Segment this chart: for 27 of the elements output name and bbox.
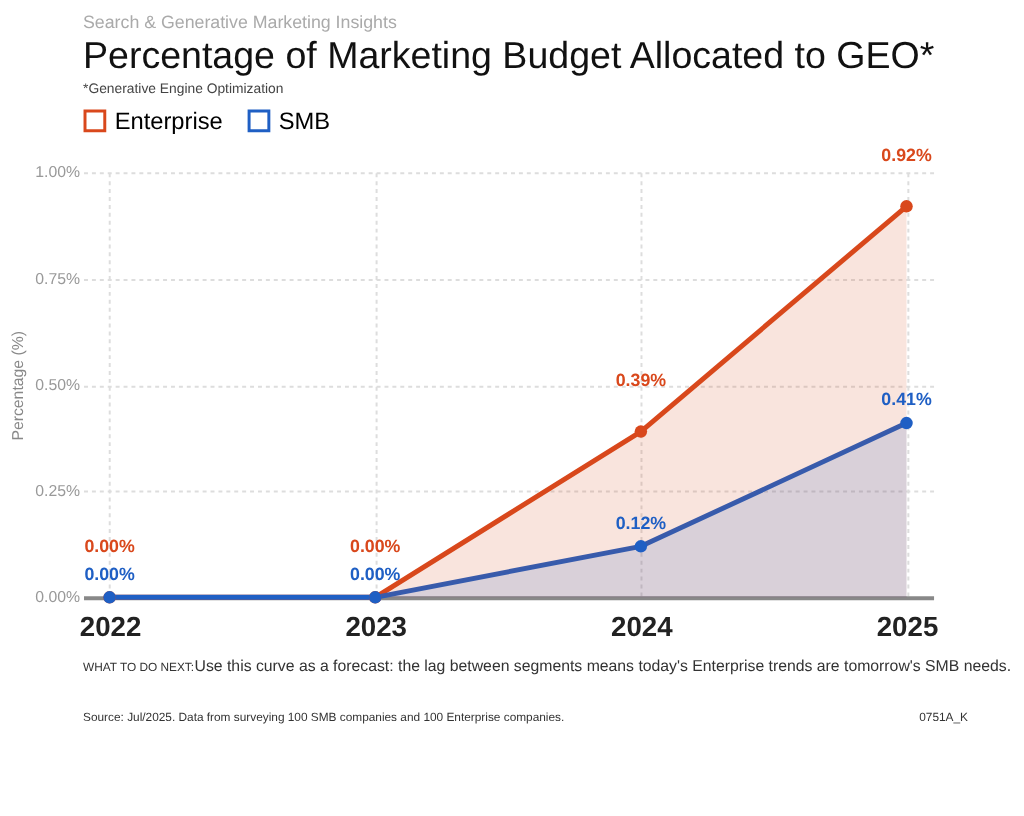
data-label: 0.00% — [350, 535, 401, 556]
data-label: 0.92% — [881, 144, 932, 165]
x-tick-label: 2022 — [79, 609, 142, 642]
y-tick-label: 0.75% — [35, 269, 81, 288]
y-tick-label: 0.50% — [35, 375, 81, 394]
data-label: 0.00% — [84, 535, 135, 556]
data-label: 0.41% — [881, 389, 932, 410]
y-tick-label: 0.00% — [35, 588, 81, 607]
data-label: 0.00% — [350, 563, 401, 584]
y-tick-label: 1.00% — [35, 163, 81, 182]
y-axis-title: Percentage (%) — [9, 330, 28, 441]
point — [900, 416, 913, 430]
point — [900, 200, 913, 213]
x-tick-label: 2025 — [876, 609, 939, 642]
text: Use this curve as a forecast: the lag between segments means today's Enterprise trends are tomorrow's SMB needs. — [194, 656, 1012, 675]
point — [634, 540, 648, 553]
data-label: 0.39% — [615, 370, 667, 391]
legend-label: Enterprise — [114, 106, 224, 135]
data-label: 0.00% — [84, 563, 135, 584]
y-tick-label: 0.25% — [35, 482, 81, 501]
x-tick-label: 2023 — [345, 609, 408, 642]
data-label: 0.12% — [615, 512, 667, 533]
text: Search & Generative Marketing Insights — [83, 12, 398, 33]
point — [634, 425, 648, 438]
chart-title: Percentage of Marketing Budget Allocated to GEO* — [83, 33, 936, 76]
x-tick-label: 2024 — [611, 609, 674, 642]
legend-label: SMB — [278, 106, 331, 135]
